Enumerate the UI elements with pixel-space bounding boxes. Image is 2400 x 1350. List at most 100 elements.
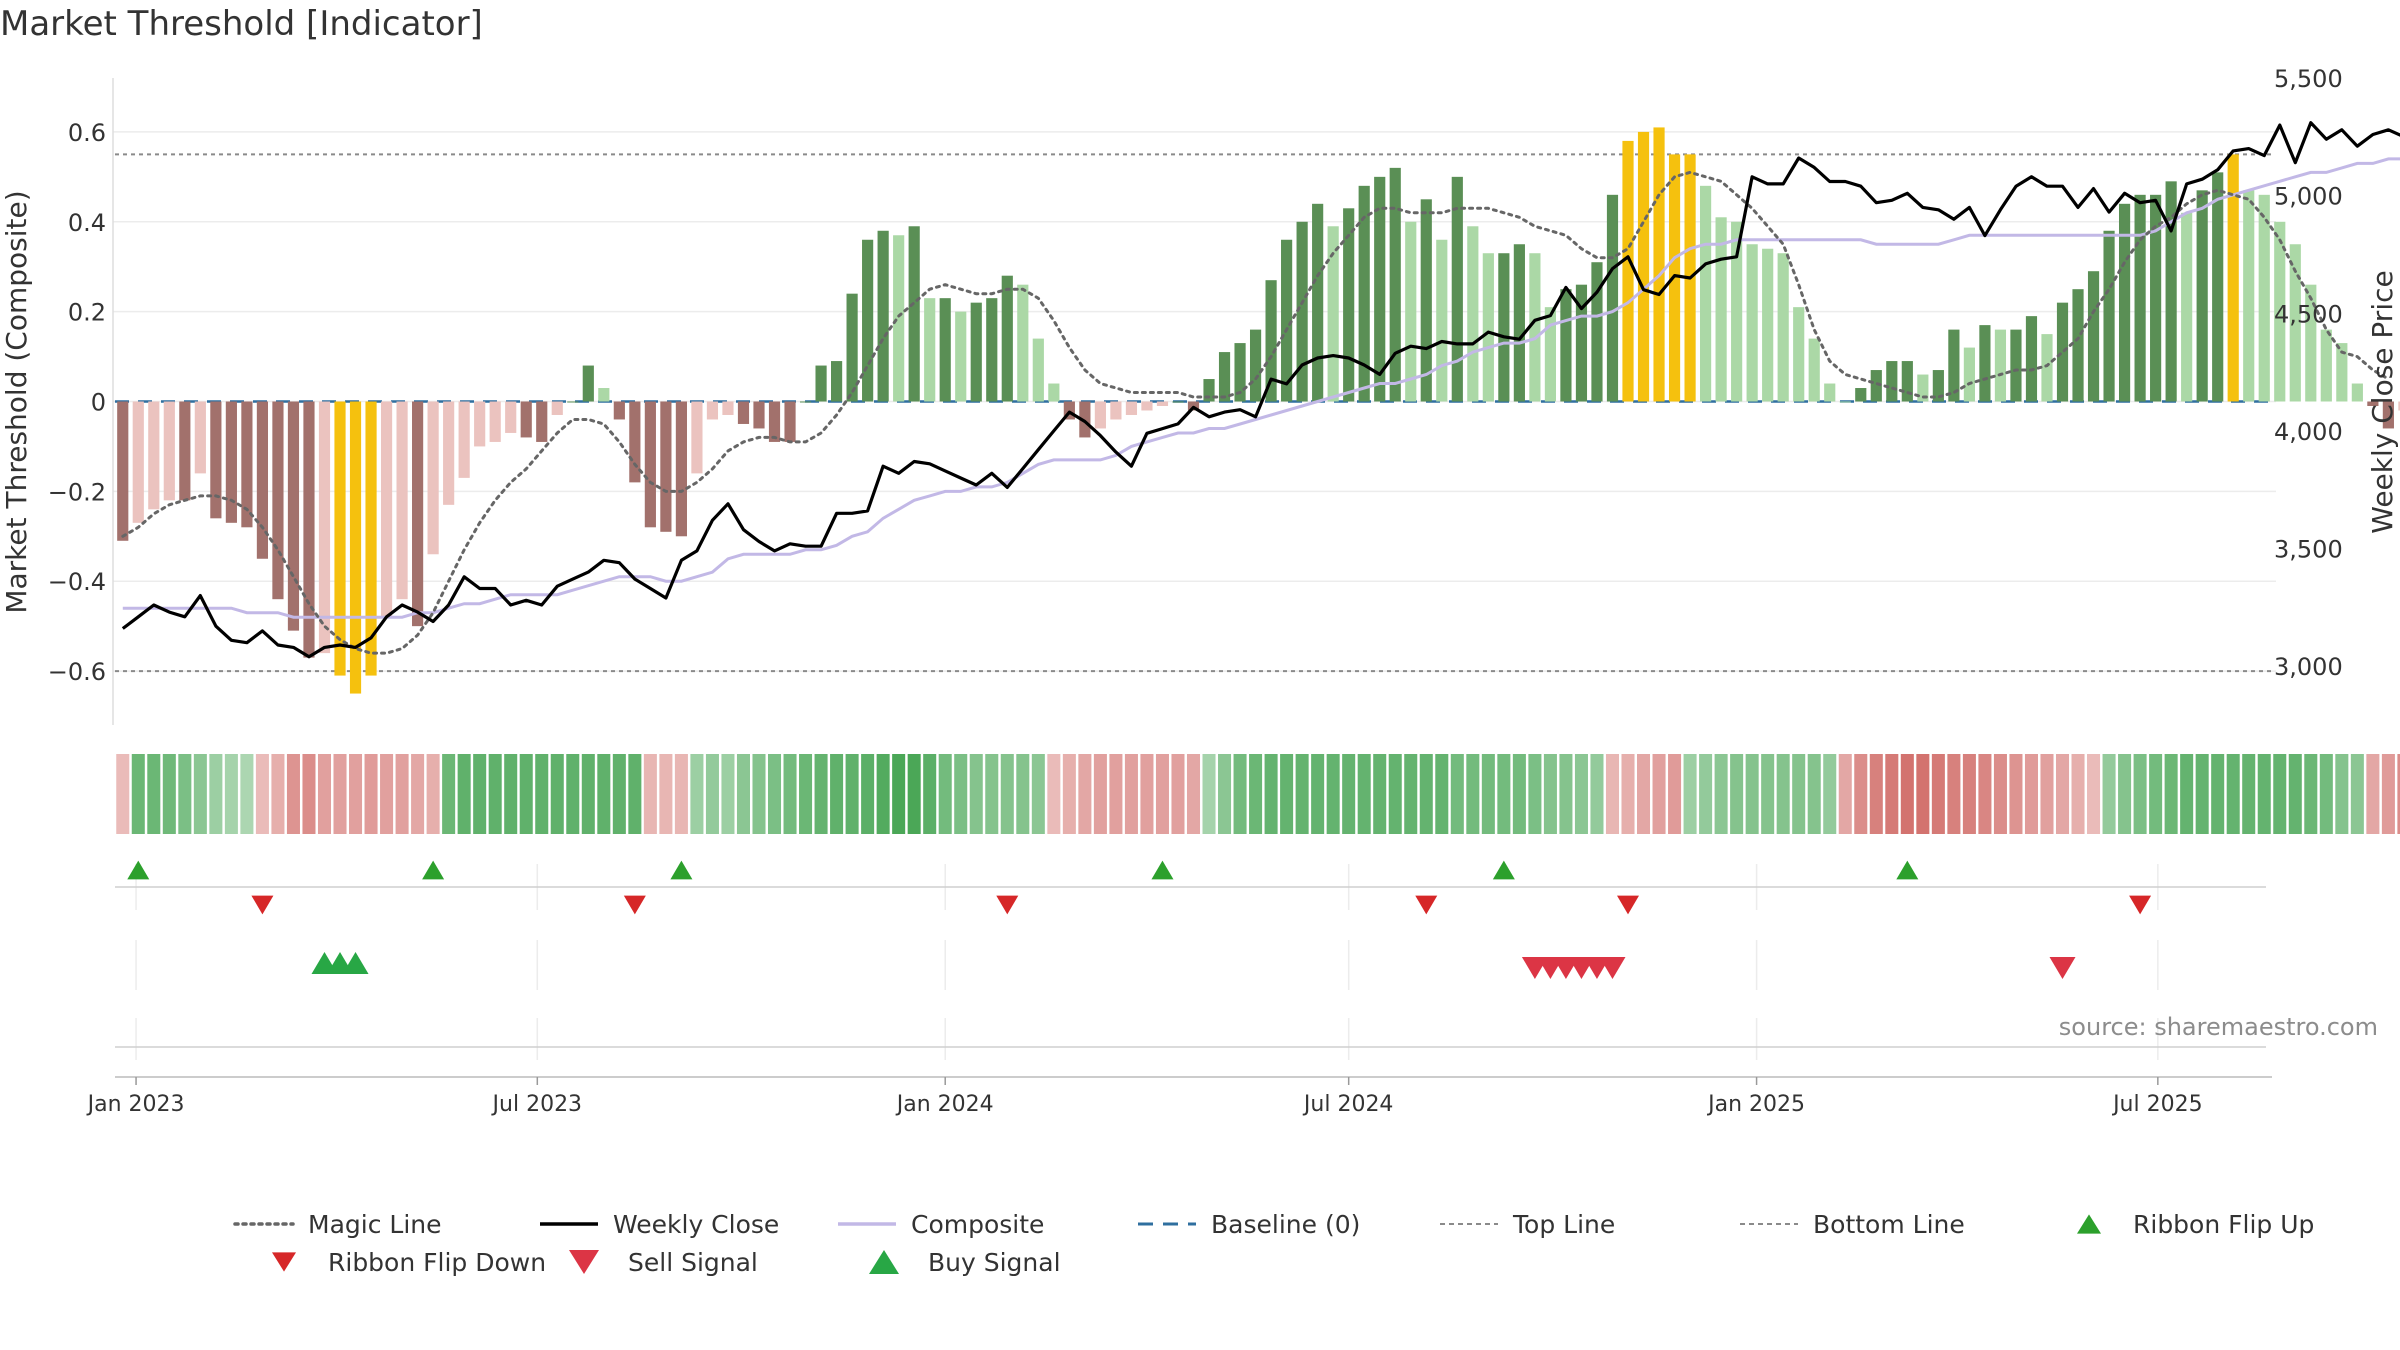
ribbon-cell: [1280, 754, 1294, 834]
legend-swatch: [569, 1250, 599, 1274]
ribbon-cell: [643, 754, 657, 834]
ribbon-cell: [861, 754, 875, 834]
ribbon-cell: [799, 754, 813, 834]
histogram-bar: [1312, 203, 1324, 402]
histogram-bar: [2072, 289, 2084, 402]
histogram-bar: [877, 230, 889, 402]
histogram-bar: [1327, 226, 1339, 402]
y-axis-label-left: Market Threshold (Composite): [0, 190, 33, 613]
ribbon-cell: [1435, 754, 1449, 834]
ribbon-flip-up-marker: [1151, 860, 1174, 880]
histogram-bar: [2398, 401, 2400, 411]
ribbon-cell: [1155, 754, 1169, 834]
ribbon-cell: [1357, 754, 1371, 834]
ribbon-cell: [457, 754, 471, 834]
legend-label: Sell Signal: [628, 1248, 758, 1277]
legend-item: Weekly Close: [540, 1210, 779, 1239]
histogram-bar: [241, 401, 253, 528]
ribbon-cell: [1404, 754, 1418, 834]
ribbon-cell: [1466, 754, 1480, 834]
ribbon-cell: [2242, 754, 2256, 834]
legend-item: Sell Signal: [569, 1248, 758, 1277]
ribbon-cell: [2257, 754, 2271, 834]
histogram-bar: [1793, 307, 1805, 402]
histogram-bar: [1963, 347, 1975, 402]
ribbon-cell: [1342, 754, 1356, 834]
ribbon-cell: [1854, 754, 1868, 834]
histogram-bar: [644, 401, 656, 528]
ribbon-cell: [1869, 754, 1883, 834]
ribbon-cell: [1590, 754, 1604, 834]
ribbon-cell: [302, 754, 316, 834]
histogram-bar: [1886, 361, 1898, 402]
ribbon-cell: [1683, 754, 1697, 834]
histogram-bar: [194, 401, 206, 474]
ribbon-cell: [426, 754, 440, 834]
histogram-bar: [1560, 289, 1572, 402]
histogram-bar: [924, 298, 936, 402]
ribbon-cell: [1186, 754, 1201, 834]
histogram-bar: [691, 401, 703, 474]
histogram-bar: [1141, 401, 1153, 411]
ribbon-cell: [2319, 754, 2333, 834]
ribbon-cell: [1419, 754, 1433, 834]
signal-markers: [127, 860, 2152, 980]
ribbon-cell: [131, 754, 145, 834]
histogram-bar: [2134, 194, 2146, 402]
histogram-bar: [2025, 316, 2038, 402]
histogram-bar: [318, 401, 331, 654]
histogram-bar: [489, 401, 501, 442]
histogram-bar: [629, 401, 641, 483]
ribbon-cell: [783, 754, 797, 834]
ribbon-cell: [2071, 754, 2085, 834]
x-tick-label: Jan 2024: [895, 1092, 994, 1117]
histogram-bar: [1156, 401, 1169, 406]
ribbon-cell: [442, 754, 456, 834]
histogram-bar: [287, 401, 300, 631]
histogram-bar: [815, 365, 827, 402]
histogram-bar: [1622, 140, 1634, 402]
ribbon-cell: [1481, 754, 1495, 834]
ribbon-cell: [2366, 754, 2380, 834]
histogram-bar: [1932, 370, 1944, 402]
histogram-bar: [1855, 388, 1867, 402]
ribbon-cell: [1792, 754, 1806, 834]
ribbon-cell: [721, 754, 735, 834]
ribbon-cell: [2009, 754, 2023, 834]
ribbon-cell: [2195, 754, 2209, 834]
ribbon-cell: [488, 754, 502, 834]
ribbon-cell: [892, 754, 906, 834]
sell-signal-marker: [2049, 956, 2076, 980]
ribbon-cell: [1202, 754, 1216, 834]
legend-label: Ribbon Flip Up: [2133, 1210, 2314, 1239]
ribbon-cell: [519, 754, 533, 834]
histogram-bar: [117, 401, 129, 541]
histogram-bar: [412, 401, 424, 627]
histogram-bar: [1731, 221, 1743, 402]
histogram-bar: [2258, 194, 2270, 402]
ribbon-cell: [473, 754, 487, 834]
chart-title: Market Threshold [Indicator]: [0, 4, 483, 44]
histogram-bar: [939, 298, 951, 402]
ribbon-cell: [1000, 754, 1014, 834]
y-tick-label-left: 0.6: [68, 119, 106, 147]
y-tick-label-left: 0: [91, 389, 106, 417]
ribbon-flip-up-marker: [670, 860, 693, 880]
ribbon-cell: [333, 754, 347, 834]
histogram-bar: [427, 401, 439, 555]
histogram-bar: [1281, 239, 1293, 402]
ribbon-cell: [2211, 754, 2225, 834]
x-tick-label: Jul 2024: [1302, 1092, 1394, 1117]
ribbon-cell: [1016, 754, 1030, 834]
legend-item: Buy Signal: [869, 1248, 1061, 1277]
histogram-bar: [2367, 401, 2379, 406]
histogram-bar: [2150, 194, 2162, 402]
histogram-bar: [1544, 307, 1557, 402]
ribbon-cell: [2350, 754, 2364, 834]
ribbon-cell: [2180, 754, 2194, 834]
ribbon-cell: [1295, 754, 1309, 834]
ribbon-cell: [2133, 754, 2147, 834]
histogram-bar: [598, 388, 610, 402]
legend-label: Ribbon Flip Down: [328, 1248, 546, 1277]
histogram-bar: [768, 401, 781, 442]
